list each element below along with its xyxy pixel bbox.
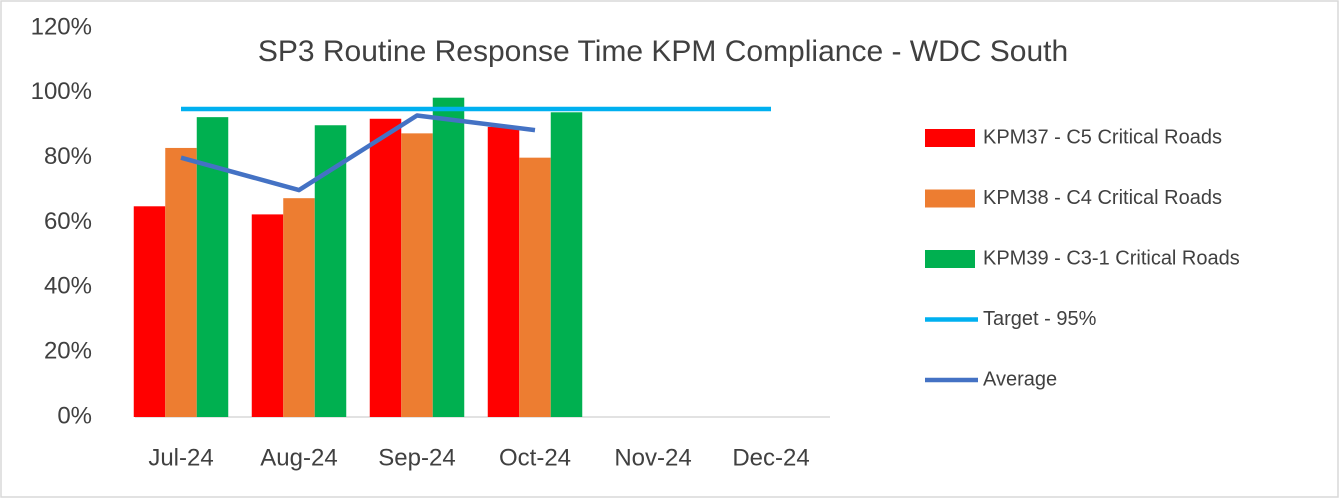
x-tick-label: Sep-24 (378, 444, 455, 471)
bar (369, 118, 402, 418)
y-tick-label: 40% (44, 273, 92, 300)
y-tick-label: 100% (31, 78, 92, 105)
x-tick-label: Aug-24 (260, 444, 337, 471)
bar (487, 126, 520, 417)
legend-swatch (925, 189, 975, 208)
legend-label: KPM38 - C4 Critical Roads (983, 187, 1222, 209)
x-tick-label: Jul-24 (148, 444, 213, 471)
y-tick-label: 120% (31, 13, 92, 40)
legend-label: KPM37 - C5 Critical Roads (983, 126, 1222, 148)
bar (283, 198, 315, 417)
bar (432, 97, 465, 417)
bar (251, 214, 284, 417)
y-tick-label: 20% (44, 338, 92, 365)
x-tick-label: Dec-24 (732, 444, 809, 471)
legend-label: Average (983, 368, 1057, 390)
bar (133, 206, 166, 417)
bar (165, 147, 197, 418)
bar (550, 112, 583, 418)
y-tick-label: 80% (44, 143, 92, 170)
y-tick-label: 0% (57, 402, 92, 429)
x-tick-label: Oct-24 (499, 444, 571, 471)
x-tick-label: Nov-24 (614, 444, 691, 471)
line-series (180, 113, 536, 193)
bar (401, 133, 433, 417)
chart-title: SP3 Routine Response Time KPM Compliance… (258, 35, 1068, 68)
bar (314, 125, 347, 417)
legend-label: KPM39 - C3-1 Critical Roads (983, 247, 1240, 269)
legend-swatch (925, 250, 975, 268)
legend-label: Target - 95% (983, 308, 1097, 330)
bar (519, 157, 551, 417)
y-tick-label: 60% (44, 208, 92, 235)
legend-swatch (925, 129, 975, 147)
